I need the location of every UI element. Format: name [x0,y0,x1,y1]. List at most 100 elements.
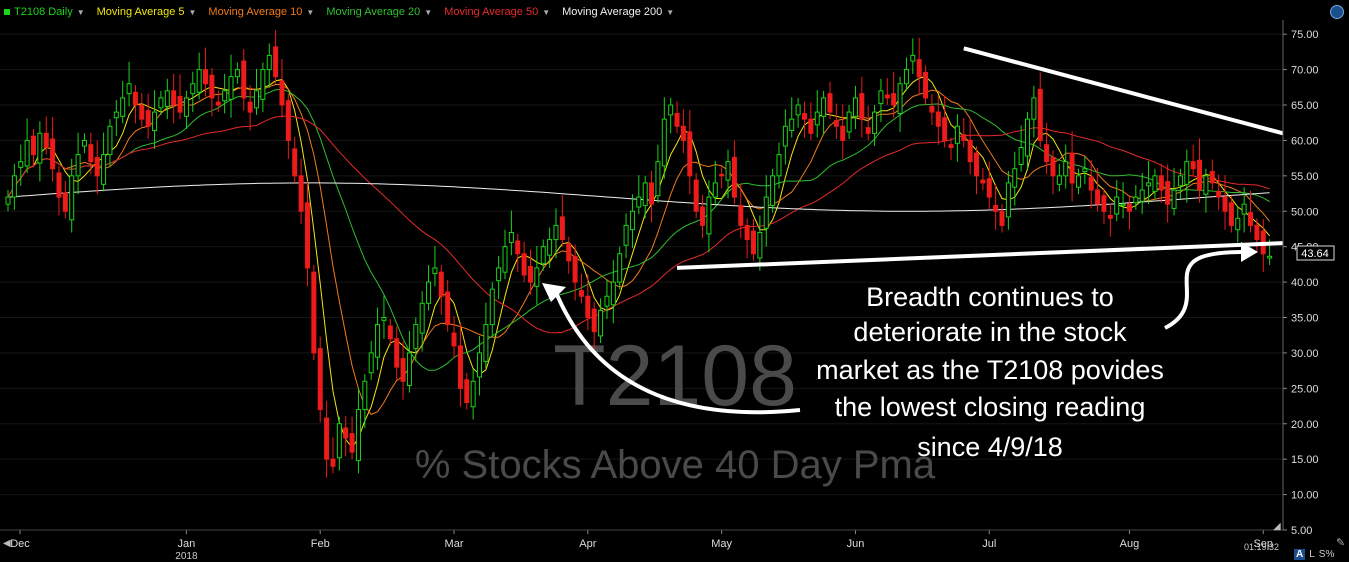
candle-body [1139,189,1145,202]
annotation-line: market as the T2108 povides [816,355,1164,385]
legend-symbol[interactable]: T2108 Daily ▼ [4,6,85,18]
candle-body [177,96,183,113]
candle-body [349,433,355,453]
candle-body [1248,212,1254,226]
candle-body [1177,175,1183,187]
candle-body [368,352,374,374]
candle-body [1197,159,1203,191]
candle-body [897,83,903,114]
candle-body [355,409,361,462]
candle-body [833,120,839,127]
y-tick-label: 5.00 [1291,525,1312,537]
candle-body [273,46,279,78]
candle-body [751,230,757,255]
scroll-left-icon[interactable]: ◀ [3,538,11,549]
candle-body [394,338,400,368]
candle-body [903,69,909,85]
candle-body [515,240,521,255]
trendlines [676,46,1284,270]
candle-body [1203,175,1209,195]
candle-body [534,267,540,287]
annotation-arrow-right [1164,249,1249,330]
candle-body [527,266,533,283]
candle-body [260,69,266,100]
candle-body [375,324,381,358]
auto-scale-button[interactable]: A [1294,549,1306,560]
candle-body [470,380,476,408]
candle-body [1005,182,1011,218]
candle-body [1012,168,1018,188]
candle-body [840,125,846,141]
scroll-right-icon[interactable]: ◢ [1273,521,1281,532]
y-tick-label: 70.00 [1291,65,1319,77]
candle-body [1037,88,1043,141]
y-tick-label: 60.00 [1291,135,1319,147]
candle-body [719,173,725,177]
candle-body [578,290,584,297]
last-value-text: 43.64 [1301,248,1329,260]
candle-body [113,111,119,119]
annotation-line: since 4/9/18 [917,432,1063,462]
pencil-icon[interactable]: ✎ [1336,537,1346,549]
candle-body [1158,175,1164,191]
caret-down-icon: ▼ [306,7,315,17]
candle-body [521,253,527,276]
candle-body [993,205,999,212]
candle-body [88,144,94,163]
candle-body [164,90,170,107]
log-scale-button[interactable]: L [1309,549,1315,560]
candle-body [649,182,655,205]
candle-body [94,156,100,177]
candle-body [457,345,463,389]
candle-body [687,131,693,177]
globe-icon[interactable] [1330,5,1344,19]
legend-ma5[interactable]: Moving Average 5 ▼ [97,6,197,18]
candle-body [821,97,827,117]
candle-body [43,132,49,148]
legend-ma200[interactable]: Moving Average 200 ▼ [562,6,674,18]
y-tick-label: 15.00 [1291,454,1319,466]
candle-body [789,118,795,131]
candle-body [1171,189,1177,209]
y-tick-label: 25.00 [1291,383,1319,395]
y-tick-label: 50.00 [1291,206,1319,218]
candle-body [744,224,750,241]
x-tick-label: Jan [178,538,196,550]
candle-body [725,161,731,181]
symbol-swatch [4,9,10,15]
candle-body [145,110,151,127]
candle-body [623,224,629,246]
legend-ma20[interactable]: Moving Average 20 ▼ [326,6,432,18]
x-tick-label: Jul [982,538,996,550]
caret-down-icon: ▼ [76,7,85,17]
candle-body [171,90,177,106]
resistance-trendline [963,46,1284,136]
candle-body [1050,156,1056,177]
x-year-label: 2018 [175,551,198,562]
x-tick-label: Dec [10,538,30,550]
candle-body [572,256,578,283]
candle-body [738,205,744,226]
ma10-label: Moving Average 10 [208,6,303,18]
candle-body [974,152,980,177]
candle-body [954,125,960,144]
candle-body [1216,190,1222,198]
candle-body [477,352,483,378]
candle-body [1069,152,1075,184]
candle-body [1126,203,1132,212]
arrow-head-right [1241,242,1258,262]
y-tick-label: 65.00 [1291,100,1319,112]
caret-down-icon: ▼ [188,7,197,17]
candle-body [1184,161,1190,185]
annotation-arrow-left [553,289,801,415]
candle-body [642,182,648,207]
candle-body [1228,202,1234,226]
percent-scale-button[interactable]: S% [1318,549,1335,560]
candle-body [279,80,285,106]
legend-ma10[interactable]: Moving Average 10 ▼ [208,6,314,18]
annotation-line: deteriorate in the stock [853,317,1127,347]
candle-body [1114,196,1120,215]
candle-body [483,324,489,362]
legend-ma50[interactable]: Moving Average 50 ▼ [444,6,550,18]
